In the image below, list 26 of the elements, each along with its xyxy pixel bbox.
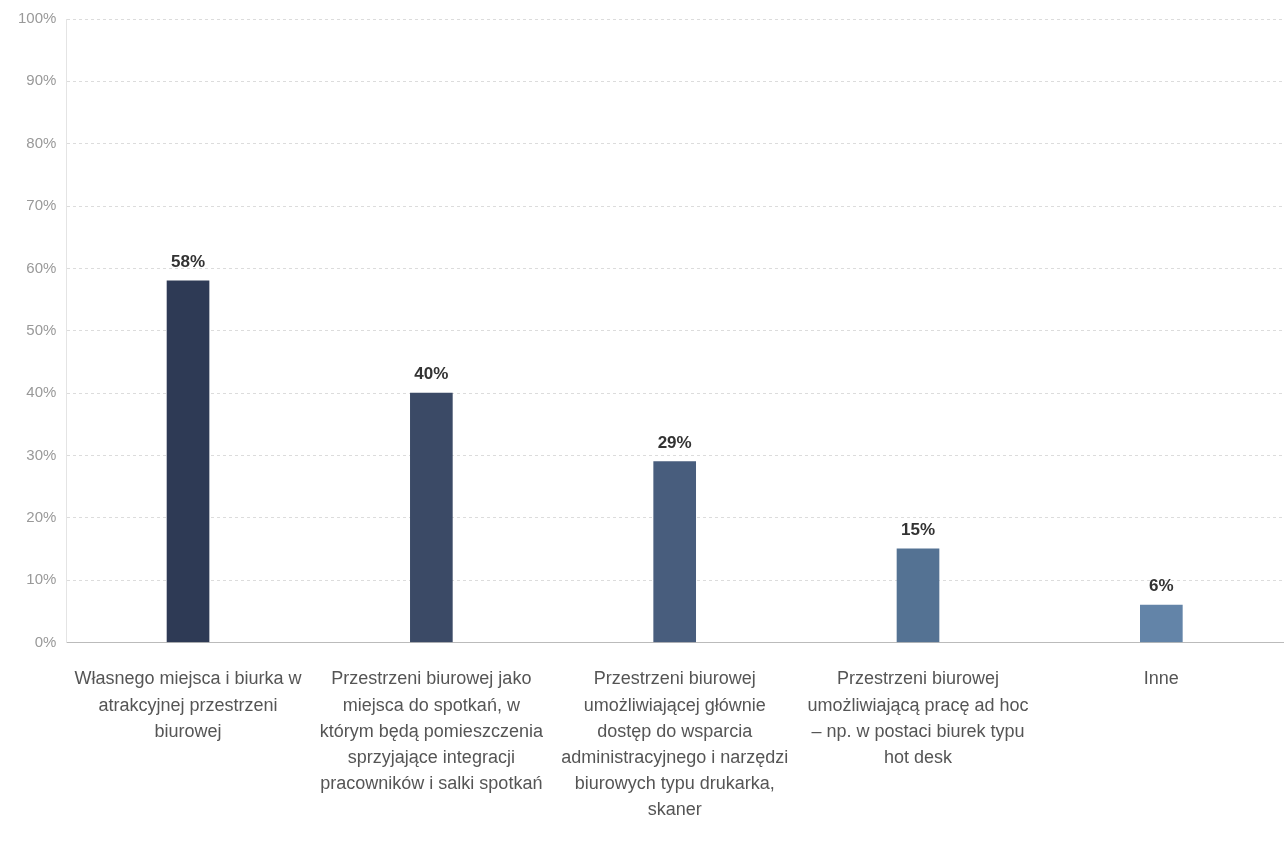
x-tick-label: Własnego miejsca i biurka w atrakcyjnej przestrzeni biurowej (74, 668, 303, 741)
y-tick-label: 60% (26, 258, 57, 276)
y-tick-label: 80% (26, 133, 57, 151)
bar (166, 280, 210, 643)
y-tick-label: 10% (26, 570, 57, 588)
data-label: 58% (171, 252, 206, 272)
y-tick-label: 30% (26, 445, 57, 463)
y-tick-label: 90% (26, 71, 57, 89)
bar (896, 548, 940, 643)
data-label: 29% (657, 432, 692, 452)
x-tick-label: Przestrzeni biurowej umożliwiającej głównie dostęp do wsparcia administracyjnego i narzędzi biurowych typu drukarka, skaner (561, 668, 789, 819)
x-tick-label: Inne (1143, 668, 1179, 689)
bar (410, 392, 453, 643)
y-tick-label: 40% (26, 383, 57, 401)
y-tick-label: 0% (34, 632, 57, 650)
y-tick-label: 20% (26, 507, 57, 525)
y-tick-label: 50% (26, 320, 57, 338)
bar (1140, 604, 1183, 643)
y-tick-label: 100% (17, 9, 57, 27)
data-label: 6% (1149, 576, 1174, 596)
y-tick-label: 70% (26, 196, 57, 214)
data-label: 15% (900, 520, 936, 540)
data-label: 40% (414, 364, 449, 384)
bar (653, 461, 697, 643)
x-tick-label: Przestrzeni biurowej umożliwiającą pracę ad hoc – np. w postaci biurek typu hot desk (807, 668, 1029, 767)
x-tick-label: Przestrzeni biurowej jako miejsca do spotkań, w którym będą pomieszczenia sprzyjające integracji pracowników i salki spotkań (319, 668, 544, 793)
